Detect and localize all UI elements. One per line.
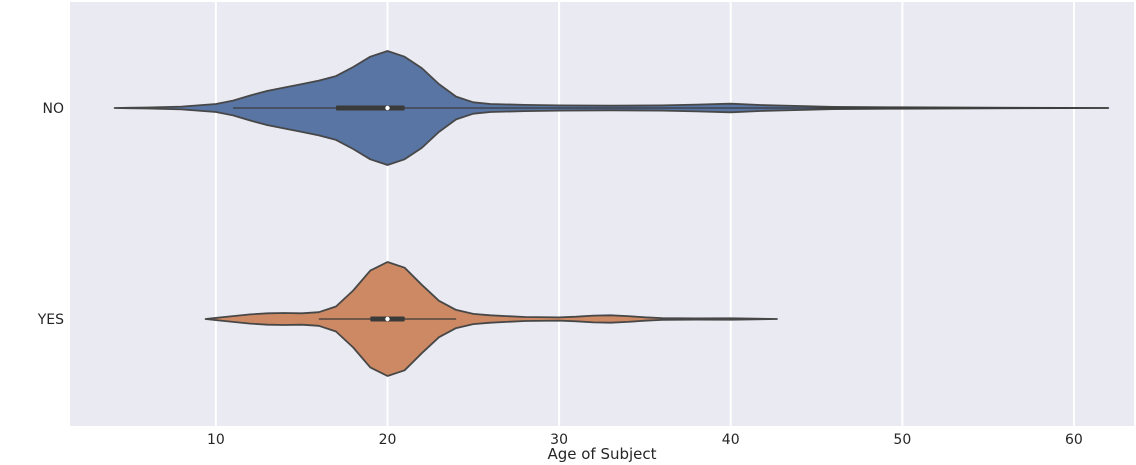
iqr-box	[336, 105, 405, 111]
x-tick-label: 10	[207, 432, 225, 448]
x-tick-label: 30	[550, 432, 568, 448]
median-marker	[385, 316, 390, 322]
x-tick-label: 50	[893, 432, 911, 448]
x-tick-label: 40	[722, 432, 740, 448]
median-marker	[385, 105, 390, 111]
x-tick-label: 20	[379, 432, 397, 448]
y-tick-labels: NO YES	[37, 101, 64, 328]
x-tick-label: 60	[1065, 432, 1083, 448]
y-tick-label: YES	[37, 312, 64, 328]
y-tick-label: NO	[43, 101, 65, 117]
x-axis-label: Age of Subject	[547, 445, 656, 463]
plot-area	[70, 2, 1134, 426]
x-tick-labels: 10 20 30 40 50 60	[207, 432, 1083, 448]
violin-yes	[204, 261, 778, 377]
violins	[113, 50, 1110, 377]
